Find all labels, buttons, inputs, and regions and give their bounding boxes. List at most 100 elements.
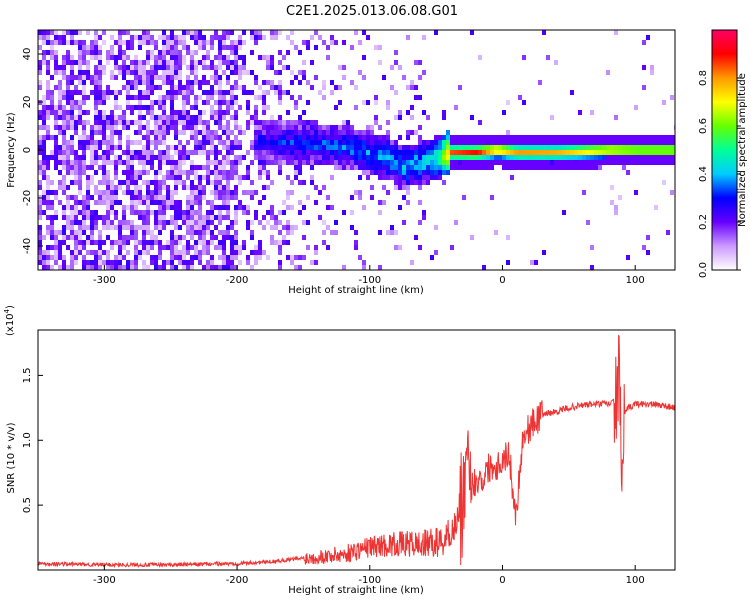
heatmap-cell [82, 120, 86, 125]
heatmap-cell [398, 150, 402, 155]
heatmap-cell [398, 170, 402, 175]
heatmap-cell [278, 210, 282, 215]
heatmap-cell [294, 255, 298, 260]
heatmap-cell [166, 220, 170, 225]
heatmap-cell [538, 160, 542, 165]
heatmap-cell [138, 130, 142, 135]
heatmap-cell [390, 170, 394, 175]
heatmap-cell [342, 40, 346, 45]
heatmap-cell [86, 60, 90, 65]
heatmap-cell [222, 190, 226, 195]
heatmap-cell [666, 160, 670, 165]
heatmap-cell [458, 145, 462, 150]
heatmap-cell [482, 265, 486, 270]
heatmap-cell [170, 125, 174, 130]
heatmap-cell [518, 140, 522, 145]
heatmap-cell [330, 150, 334, 155]
heatmap-cell [106, 125, 110, 130]
heatmap-cell [146, 55, 150, 60]
heatmap-cell [182, 90, 186, 95]
heatmap-cell [186, 85, 190, 90]
heatmap-cell [178, 70, 182, 75]
heatmap-cell [370, 195, 374, 200]
heatmap-cell [142, 220, 146, 225]
heatmap-cell [190, 60, 194, 65]
heatmap-cell [398, 65, 402, 70]
heatmap-cell [110, 195, 114, 200]
heatmap-cell [382, 150, 386, 155]
heatmap-cell [70, 205, 74, 210]
heatmap-cell [230, 65, 234, 70]
heatmap-cell [342, 160, 346, 165]
heatmap-cell [170, 85, 174, 90]
heatmap-cell [246, 125, 250, 130]
heatmap-cell [218, 60, 222, 65]
heatmap-cell [142, 165, 146, 170]
heatmap-cell [298, 120, 302, 125]
heatmap-cell [166, 245, 170, 250]
heatmap-cell [342, 165, 346, 170]
heatmap-cell [174, 225, 178, 230]
heatmap-cell [494, 150, 498, 155]
heatmap-cell [78, 70, 82, 75]
heatmap-cell [178, 120, 182, 125]
heatmap-cell [50, 230, 54, 235]
heatmap-cell [510, 175, 514, 180]
heatmap-cell [130, 105, 134, 110]
heatmap-cell [170, 110, 174, 115]
heatmap-cell [234, 100, 238, 105]
heatmap-cell [302, 255, 306, 260]
heatmap-cell [458, 165, 462, 170]
heatmap-cell [106, 155, 110, 160]
heatmap-cell [262, 135, 266, 140]
heatmap-cell [98, 90, 102, 95]
heatmap-cell [166, 35, 170, 40]
heatmap-cell [342, 145, 346, 150]
heatmap-cell [198, 225, 202, 230]
heatmap-cell [250, 190, 254, 195]
heatmap-cell [574, 140, 578, 145]
heatmap-cell [646, 150, 650, 155]
heatmap-cell [66, 245, 70, 250]
heatmap-cell [598, 135, 602, 140]
heatmap-cell [310, 135, 314, 140]
heatmap-cell [142, 150, 146, 155]
heatmap-cell [118, 160, 122, 165]
heatmap-cell [138, 255, 142, 260]
heatmap-cell [62, 55, 66, 60]
heatmap-cell [250, 145, 254, 150]
heatmap-cell [130, 210, 134, 215]
heatmap-cell [630, 145, 634, 150]
heatmap-cell [330, 155, 334, 160]
heatmap-cell [110, 240, 114, 245]
heatmap-cell [94, 115, 98, 120]
heatmap-cell [94, 220, 98, 225]
heatmap-cell [286, 140, 290, 145]
heatmap-cell [86, 190, 90, 195]
heatmap-cell [134, 55, 138, 60]
heatmap-cell [94, 215, 98, 220]
heatmap-cell [86, 145, 90, 150]
heatmap-cell [42, 190, 46, 195]
heatmap-cell [342, 155, 346, 160]
heatmap-cell [94, 130, 98, 135]
heatmap-cell [394, 155, 398, 160]
heatmap-cell [226, 120, 230, 125]
heatmap-cell [274, 30, 278, 35]
heatmap-cell [182, 220, 186, 225]
heatmap-cell [162, 180, 166, 185]
heatmap-cell [158, 265, 162, 270]
heatmap-cell [346, 160, 350, 165]
heatmap-cell [142, 35, 146, 40]
heatmap-cell [154, 140, 158, 145]
heatmap-cell [542, 250, 546, 255]
heatmap-cell [42, 260, 46, 265]
heatmap-cell [234, 230, 238, 235]
heatmap-cell [470, 30, 474, 35]
heatmap-cell [266, 220, 270, 225]
heatmap-cell [490, 145, 494, 150]
heatmap-cell [410, 180, 414, 185]
heatmap-cell [122, 125, 126, 130]
heatmap-cell [270, 210, 274, 215]
heatmap-cell [374, 165, 378, 170]
